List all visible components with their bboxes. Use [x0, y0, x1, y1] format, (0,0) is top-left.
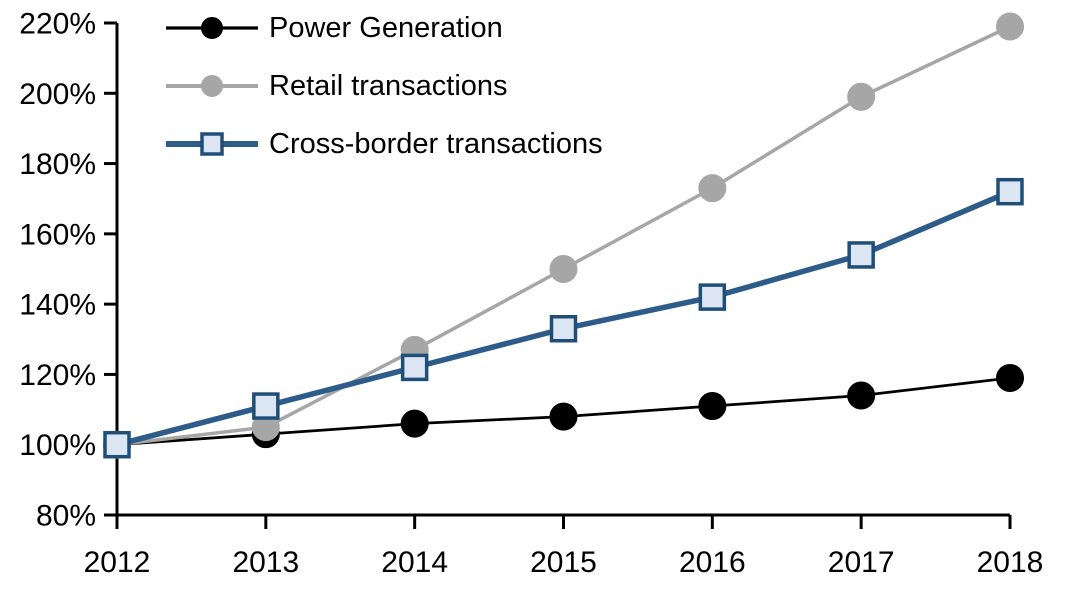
- data-point-marker: [103, 430, 131, 459]
- data-point-marker: [698, 174, 727, 203]
- data-point-marker: [847, 381, 876, 410]
- y-axis-label: 180%: [19, 148, 96, 181]
- data-point-marker: [847, 82, 876, 111]
- y-axis-label: 100%: [19, 429, 96, 462]
- data-point-marker: [996, 12, 1024, 41]
- legend-label-retail-transactions: Retail transactions: [269, 70, 508, 102]
- chart-legend: Power Generation Retail transactions Cro…: [166, 11, 603, 161]
- data-point-marker: [400, 409, 429, 438]
- data-point-marker: [549, 402, 578, 431]
- x-axis-label: 2016: [679, 546, 746, 579]
- legend-item-retail-transactions: Retail transactions: [166, 69, 603, 103]
- x-axis-label: 2012: [84, 546, 151, 579]
- legend-label-cross-border-transactions: Cross-border transactions: [269, 128, 603, 160]
- data-point-marker: [996, 363, 1024, 392]
- data-point-marker: [847, 241, 875, 269]
- axes: [115, 23, 1010, 517]
- data-point-marker: [252, 392, 280, 420]
- x-axis-label: 2013: [232, 546, 299, 579]
- y-axis-label: 220%: [19, 8, 96, 41]
- legend-label-power-generation: Power Generation: [269, 12, 503, 44]
- y-axis-label: 80%: [36, 500, 96, 533]
- retail-transactions-line-circle-icon: [166, 75, 258, 97]
- data-point-marker: [549, 314, 578, 343]
- legend-item-power-generation: Power Generation: [166, 11, 603, 45]
- data-point-marker: [400, 353, 429, 382]
- data-point-marker: [996, 177, 1024, 206]
- data-point-marker: [549, 255, 578, 283]
- y-axis-label: 200%: [19, 78, 96, 111]
- power-generation-line-circle-icon: [166, 17, 258, 39]
- x-axis-label: 2015: [530, 546, 597, 579]
- y-axis-label: 120%: [19, 359, 96, 392]
- cross-border-transactions-line-square-icon: [166, 132, 258, 156]
- x-axis-label: 2018: [977, 546, 1044, 579]
- data-point-marker: [698, 392, 727, 421]
- data-point-marker: [698, 283, 727, 311]
- y-axis-label: 140%: [19, 289, 96, 322]
- x-axis-label: 2014: [381, 546, 448, 579]
- y-axis-label: 160%: [19, 218, 96, 251]
- legend-item-cross-border-transactions: Cross-border transactions: [166, 127, 603, 161]
- x-axis-label: 2017: [828, 546, 895, 579]
